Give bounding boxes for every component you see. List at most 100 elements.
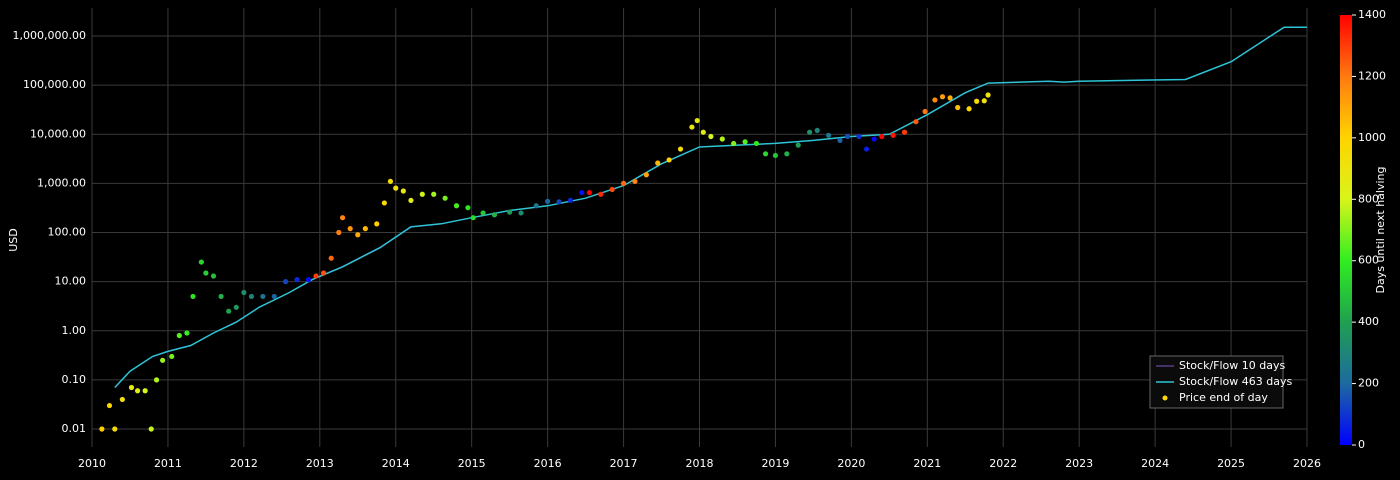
price-point — [700, 129, 706, 135]
price-point — [169, 353, 175, 360]
price-point — [160, 357, 166, 363]
x-tick-label: 2013 — [306, 457, 334, 470]
price-point — [313, 273, 319, 279]
price-point — [480, 210, 486, 216]
price-point — [442, 195, 448, 201]
x-tick-label: 2018 — [686, 457, 714, 470]
x-tick-label: 2016 — [534, 457, 562, 470]
y-axis-label: USD — [7, 228, 20, 252]
price-point — [932, 97, 938, 103]
price-point — [465, 205, 471, 211]
x-tick-label: 2024 — [1141, 457, 1169, 470]
price-point — [655, 160, 661, 166]
x-tick-label: 2011 — [154, 457, 182, 470]
price-point — [142, 388, 148, 394]
price-point — [533, 203, 539, 209]
price-point — [393, 185, 399, 191]
y-tick-label: 0.01 — [62, 422, 87, 435]
colorbar-tick-label: 1000 — [1358, 131, 1386, 144]
price-point — [339, 215, 346, 221]
price-point — [689, 124, 695, 130]
y-tick-label: 10,000.00 — [30, 127, 86, 140]
y-tick-label: 1,000,000.00 — [13, 29, 86, 42]
x-tick-label: 2022 — [989, 457, 1017, 470]
colorbar-tick-label: 200 — [1358, 377, 1379, 390]
x-tick-label: 2023 — [1065, 457, 1093, 470]
x-tick-label: 2010 — [78, 457, 106, 470]
price-point — [620, 180, 627, 186]
price-point — [955, 104, 961, 111]
price-point — [643, 172, 649, 178]
colorbar-tick-label: 400 — [1358, 315, 1379, 328]
price-point — [184, 330, 190, 336]
price-point — [408, 197, 414, 204]
price-point — [260, 293, 266, 300]
price-point — [507, 209, 513, 215]
price-point — [784, 151, 790, 157]
x-tick-label: 2015 — [458, 457, 486, 470]
price-point — [203, 270, 209, 276]
price-point — [567, 197, 574, 204]
price-point — [99, 426, 105, 432]
legend: Stock/Flow 10 days Stock/Flow 463 days Pri… — [1149, 355, 1292, 409]
price-point — [985, 92, 991, 98]
y-tick-label: 0.10 — [62, 373, 87, 386]
price-point — [218, 293, 224, 300]
price-point — [400, 188, 406, 194]
price-point — [128, 384, 135, 391]
price-point — [825, 132, 832, 138]
price-point — [518, 210, 524, 216]
price-point — [742, 139, 748, 145]
price-point — [419, 191, 425, 197]
legend-label: Stock/Flow 463 days — [1179, 375, 1292, 388]
price-point — [362, 226, 368, 232]
price-point — [241, 289, 247, 296]
price-point — [321, 270, 327, 276]
price-point — [753, 140, 760, 147]
price-point — [294, 276, 300, 283]
x-tick-label: 2026 — [1293, 457, 1321, 470]
y-tick-label: 100,000.00 — [23, 78, 86, 91]
price-point — [913, 119, 919, 125]
x-tick-label: 2025 — [1217, 457, 1245, 470]
price-point — [387, 178, 394, 184]
price-point — [176, 332, 182, 339]
price-point — [598, 191, 604, 197]
price-point — [119, 396, 125, 403]
price-point — [632, 178, 638, 184]
colorbar-tick-label: 1200 — [1358, 69, 1386, 82]
price-point — [153, 377, 160, 383]
price-point — [283, 279, 289, 285]
price-point — [863, 146, 870, 152]
price-point — [890, 132, 896, 138]
price-point — [731, 140, 737, 147]
price-point — [901, 129, 908, 135]
price-point — [966, 106, 972, 112]
x-tick-label: 2014 — [382, 457, 410, 470]
price-point — [198, 259, 204, 265]
colorbar-title: Days until next halving — [1374, 167, 1387, 294]
price-point — [609, 186, 615, 193]
price-point — [981, 98, 987, 104]
colorbar — [1340, 15, 1352, 445]
x-tick-label: 2019 — [761, 457, 789, 470]
price-point — [814, 127, 820, 133]
price-point — [694, 117, 700, 124]
price-point — [374, 221, 380, 227]
price-point — [947, 95, 953, 101]
legend-swatch — [1162, 395, 1168, 401]
price-point — [974, 98, 980, 104]
price-point — [719, 136, 725, 142]
price-point — [112, 426, 118, 432]
y-tick-label: 1,000.00 — [37, 176, 86, 189]
line — [114, 26, 1307, 389]
colorbar-tick-label: 600 — [1358, 254, 1379, 267]
price-point — [431, 191, 437, 197]
x-tick-label: 2012 — [230, 457, 258, 470]
price-point — [226, 308, 232, 314]
price-point — [190, 293, 196, 300]
x-tick-label: 2021 — [913, 457, 941, 470]
legend-label: Stock/Flow 10 days — [1179, 359, 1285, 372]
x-tick-label: 2020 — [837, 457, 865, 470]
